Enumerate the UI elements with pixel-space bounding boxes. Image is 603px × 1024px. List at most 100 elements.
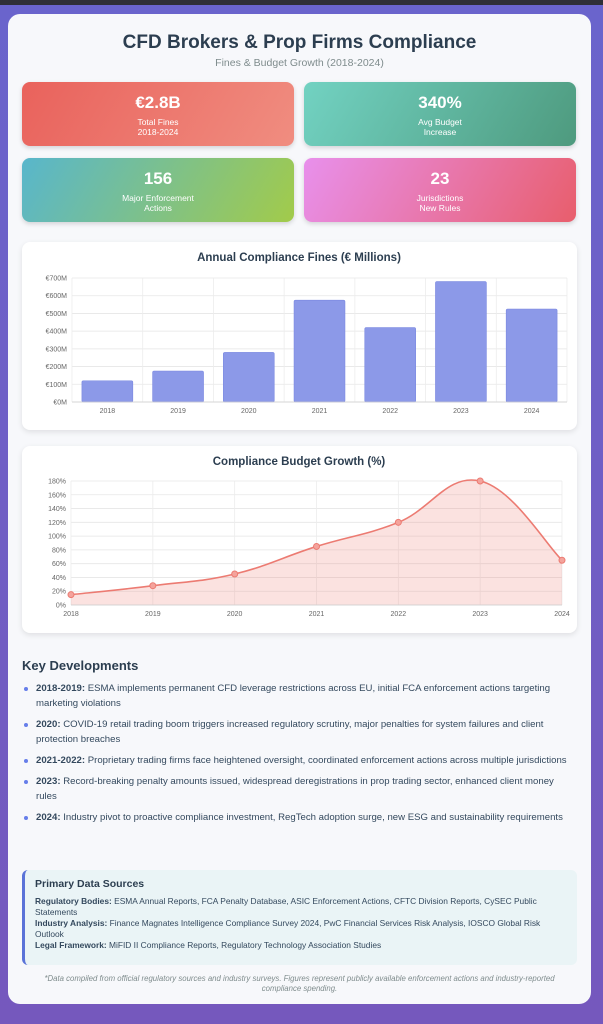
y-tick-label: 0% — [56, 603, 66, 610]
development-text: Proprietary trading firms face heightene… — [87, 755, 567, 766]
stat-label: Avg Budget Increase — [304, 117, 576, 137]
stat-label-line: Total Fines — [137, 117, 179, 127]
stat-label: Total Fines 2018-2024 — [22, 117, 294, 137]
development-period: 2018-2019: — [36, 683, 86, 694]
chart-panel: Annual Compliance Fines (€ Millions) €0M €… — [22, 242, 577, 430]
stat-label: Major Enforcement Actions — [22, 193, 294, 213]
stat-label-line: Avg Budget — [418, 117, 462, 127]
stat-card: 23 Jurisdictions New Rules — [304, 158, 576, 222]
development-item: 2024: Industry pivot to proactive compli… — [22, 810, 577, 825]
top-bar — [0, 0, 603, 5]
y-tick-label: 40% — [52, 575, 66, 582]
y-tick-label: €500M — [46, 311, 68, 318]
bar — [505, 308, 558, 403]
source-item: Regulatory Bodies: ESMA Annual Reports, … — [35, 896, 567, 918]
point — [558, 556, 566, 564]
chart-title: Compliance Budget Growth (%) — [213, 456, 386, 468]
subtitle: Fines & Budget Growth (2018-2024) — [215, 57, 384, 69]
bar — [223, 352, 275, 403]
y-tick-label: €100M — [46, 382, 68, 389]
development-item: 2023: Record-breaking penalty amounts is… — [22, 774, 577, 804]
y-tick-label: 140% — [48, 506, 66, 513]
stat-label-line: Jurisdictions — [416, 193, 464, 203]
y-tick-label: €0M — [53, 400, 67, 407]
y-tick-label: €200M — [46, 364, 68, 371]
development-period: 2024: — [36, 812, 61, 823]
x-tick-label: 2018 — [100, 408, 116, 415]
stat-card: 340% Avg Budget Increase — [304, 82, 576, 146]
stat-label-line: Increase — [423, 127, 457, 137]
point — [476, 477, 484, 485]
point — [149, 582, 157, 590]
x-tick-label: 2021 — [312, 408, 328, 415]
stat-card: €2.8B Total Fines 2018-2024 — [22, 82, 294, 146]
source-text: MiFID II Compliance Reports, Regulatory … — [109, 940, 382, 950]
chart: Compliance Budget Growth (%) 0% 20% 40% 60% 8… — [48, 456, 570, 618]
source-text: Finance Magnates Intelligence Compliance… — [35, 918, 541, 939]
stat-value: €2.8B — [135, 93, 181, 112]
x-tick-label: 2023 — [453, 408, 469, 415]
point — [313, 542, 320, 550]
y-tick-label: 100% — [48, 534, 66, 541]
developments-title: Key Developments — [22, 658, 139, 673]
bar — [364, 327, 416, 403]
development-item: 2020: COVID-19 retail trading boom trigg… — [22, 717, 577, 747]
point — [231, 570, 239, 578]
x-tick-label: 2020 — [227, 611, 243, 618]
y-tick-label: 20% — [52, 589, 66, 596]
stat-value: 156 — [143, 169, 173, 188]
y-tick-label: 180% — [48, 479, 66, 486]
stat-value: 23 — [430, 169, 450, 188]
stat-value: 340% — [418, 93, 462, 112]
x-tick-label: 2019 — [145, 611, 161, 618]
y-tick-label: €700M — [46, 276, 68, 283]
development-item: 2018-2019: ESMA implements permanent CFD… — [22, 681, 577, 711]
development-period: 2021-2022: — [36, 755, 86, 766]
point — [394, 518, 402, 526]
developments-list: 2018-2019: ESMA implements permanent CFD… — [22, 681, 577, 825]
source-item: Industry Analysis: Finance Magnates Inte… — [35, 918, 567, 940]
point — [67, 591, 75, 599]
x-tick-label: 2024 — [554, 611, 570, 618]
bar — [293, 299, 346, 403]
y-tick-label: 120% — [48, 520, 66, 527]
y-tick-label: €600M — [46, 293, 68, 300]
stat-label-line: 2018-2024 — [137, 127, 179, 137]
x-tick-label: 2019 — [170, 408, 186, 415]
x-tick-label: 2021 — [309, 611, 325, 618]
source-label: Industry Analysis: — [35, 918, 108, 928]
source-text: ESMA Annual Reports, FCA Penalty Databas… — [35, 896, 537, 917]
infographic: CFD Brokers & Prop Firms Compliance Fine… — [8, 14, 591, 1004]
sources: Primary Data Sources Regulatory Bodies: … — [22, 870, 577, 965]
stat-label-line: Actions — [144, 203, 172, 213]
title: CFD Brokers & Prop Firms Compliance — [122, 32, 477, 53]
development-item: 2021-2022: Proprietary trading firms fac… — [22, 753, 577, 768]
development-text: Record-breaking penalty amounts issued, … — [36, 776, 554, 802]
development-text: ESMA implements permanent CFD leverage r… — [36, 683, 551, 709]
chart-panel: Compliance Budget Growth (%) 0% 20% 40% 60% 8… — [22, 446, 577, 633]
stat-label-line: New Rules — [419, 203, 461, 213]
y-tick-label: 60% — [52, 561, 66, 568]
y-tick-label: 80% — [52, 547, 66, 554]
development-text: COVID-19 retail trading boom triggers in… — [36, 719, 544, 745]
y-tick-label: €300M — [46, 346, 68, 353]
bar — [152, 370, 204, 403]
x-tick-label: 2022 — [382, 408, 398, 415]
stat-label: Jurisdictions New Rules — [304, 193, 576, 213]
development-text: Industry pivot to proactive compliance i… — [63, 812, 563, 823]
x-tick-label: 2020 — [241, 408, 257, 415]
source-item: Legal Framework: MiFID II Compliance Rep… — [35, 940, 567, 951]
source-label: Regulatory Bodies: — [35, 896, 112, 906]
source-label: Legal Framework: — [35, 940, 107, 950]
stat-card: 156 Major Enforcement Actions — [22, 158, 294, 222]
x-tick-label: 2024 — [524, 408, 540, 415]
stat-label-line: Major Enforcement — [122, 193, 194, 203]
y-tick-label: 160% — [48, 492, 66, 499]
development-period: 2020: — [36, 719, 61, 730]
developments: Key Developments 2018-2019: ESMA impleme… — [22, 658, 577, 831]
x-tick-label: 2022 — [391, 611, 407, 618]
bar — [81, 380, 134, 403]
chart: Annual Compliance Fines (€ Millions) €0M €… — [46, 252, 568, 415]
development-period: 2023: — [36, 776, 61, 787]
